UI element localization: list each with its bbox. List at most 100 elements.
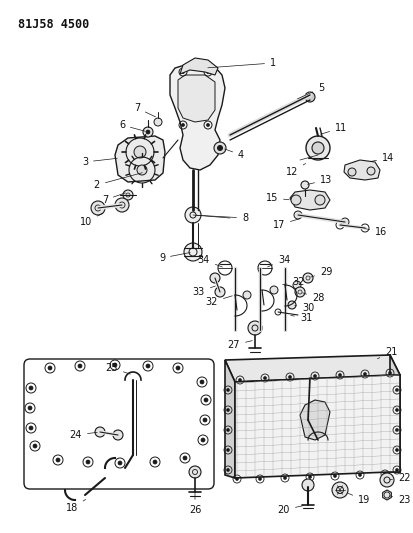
Text: 34: 34	[198, 255, 223, 267]
Polygon shape	[178, 75, 215, 122]
Text: 7: 7	[134, 103, 155, 117]
Polygon shape	[383, 490, 392, 500]
Circle shape	[214, 142, 226, 154]
Text: 14: 14	[371, 153, 394, 163]
Circle shape	[396, 429, 399, 432]
Circle shape	[313, 375, 316, 377]
Polygon shape	[390, 355, 400, 472]
Polygon shape	[225, 355, 400, 382]
Text: 11: 11	[320, 123, 347, 134]
Circle shape	[48, 366, 52, 370]
Text: 3: 3	[82, 157, 117, 167]
Polygon shape	[235, 375, 400, 478]
Text: 23: 23	[390, 495, 411, 505]
Text: 28: 28	[303, 293, 324, 303]
Text: 9: 9	[159, 253, 190, 263]
Circle shape	[184, 243, 202, 261]
Circle shape	[396, 469, 399, 472]
Polygon shape	[225, 360, 235, 478]
Circle shape	[334, 474, 337, 478]
Circle shape	[259, 478, 261, 481]
Text: 4: 4	[225, 149, 244, 160]
Circle shape	[332, 482, 348, 498]
Circle shape	[146, 364, 150, 368]
Text: 16: 16	[365, 227, 387, 237]
Circle shape	[115, 198, 129, 212]
Circle shape	[291, 195, 301, 205]
Circle shape	[315, 195, 325, 205]
Polygon shape	[290, 190, 330, 210]
Circle shape	[95, 427, 105, 437]
Circle shape	[143, 127, 153, 137]
Text: 30: 30	[295, 303, 314, 313]
Text: 21: 21	[377, 347, 397, 359]
Circle shape	[305, 92, 315, 102]
Circle shape	[29, 426, 33, 430]
Text: 7: 7	[102, 193, 126, 205]
Circle shape	[113, 430, 123, 440]
Circle shape	[206, 70, 209, 74]
Circle shape	[78, 364, 82, 368]
Text: 17: 17	[273, 219, 299, 230]
Text: 81J58 4500: 81J58 4500	[18, 18, 89, 31]
Circle shape	[204, 398, 208, 402]
Text: 18: 18	[66, 499, 85, 513]
Circle shape	[86, 460, 90, 464]
Circle shape	[283, 477, 287, 480]
Circle shape	[206, 124, 209, 126]
Text: 27: 27	[228, 340, 252, 350]
Circle shape	[235, 478, 238, 481]
Text: 24: 24	[70, 430, 97, 440]
Circle shape	[306, 136, 330, 160]
Circle shape	[243, 291, 251, 299]
Circle shape	[29, 386, 33, 390]
Circle shape	[113, 363, 117, 367]
Circle shape	[389, 372, 392, 375]
Circle shape	[201, 438, 205, 442]
Circle shape	[263, 376, 266, 379]
Text: 25: 25	[105, 363, 131, 374]
Circle shape	[367, 167, 375, 175]
Circle shape	[339, 374, 342, 376]
Text: 2: 2	[94, 173, 142, 190]
Circle shape	[380, 473, 394, 487]
Circle shape	[294, 211, 302, 219]
Circle shape	[302, 479, 314, 491]
Circle shape	[226, 408, 230, 411]
Circle shape	[134, 146, 146, 158]
Circle shape	[218, 146, 223, 150]
Circle shape	[358, 473, 361, 477]
Text: 1: 1	[208, 58, 276, 68]
Circle shape	[185, 207, 201, 223]
Text: 32: 32	[283, 277, 304, 287]
Text: 15: 15	[266, 193, 289, 203]
Text: 8: 8	[196, 213, 248, 223]
Text: 6: 6	[119, 120, 145, 131]
Text: 29: 29	[311, 267, 332, 277]
Polygon shape	[115, 136, 165, 182]
Text: 19: 19	[348, 493, 370, 505]
Circle shape	[137, 165, 147, 175]
Circle shape	[91, 201, 105, 215]
Circle shape	[176, 366, 180, 370]
Text: 33: 33	[193, 286, 216, 297]
Circle shape	[226, 389, 230, 392]
Circle shape	[226, 448, 230, 451]
Circle shape	[203, 418, 207, 422]
Circle shape	[33, 444, 37, 448]
Text: 10: 10	[80, 213, 102, 227]
Circle shape	[146, 130, 150, 134]
Circle shape	[210, 273, 220, 283]
Circle shape	[118, 461, 122, 465]
Circle shape	[226, 429, 230, 432]
Circle shape	[28, 406, 32, 410]
Circle shape	[200, 380, 204, 384]
Circle shape	[181, 70, 185, 74]
Circle shape	[123, 190, 133, 200]
Circle shape	[396, 389, 399, 392]
Circle shape	[301, 181, 309, 189]
Circle shape	[183, 456, 187, 460]
Text: 34: 34	[268, 255, 290, 267]
Circle shape	[288, 301, 296, 309]
Circle shape	[363, 373, 366, 376]
